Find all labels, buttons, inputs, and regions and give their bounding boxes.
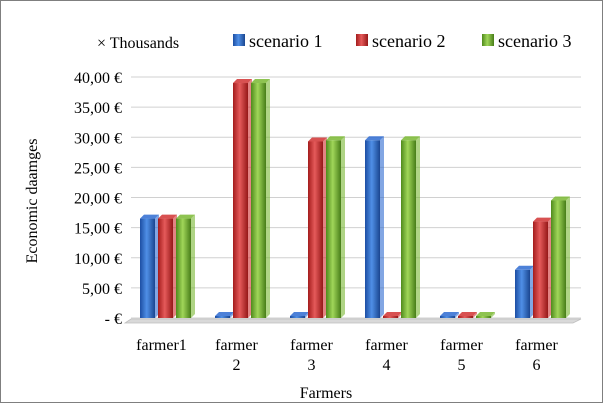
- y-tick-label: 15,00 €: [74, 221, 122, 238]
- bar-3-series-2: [308, 137, 327, 318]
- legend-swatch: [356, 34, 368, 46]
- bar-4-series-2: [383, 312, 402, 318]
- y-tick-label: 30,00 €: [74, 130, 122, 147]
- bar-5-series-2: [458, 312, 477, 318]
- legend-label: scenario 1: [249, 31, 322, 51]
- y-tick-label: 25,00 €: [74, 160, 122, 177]
- y-tick-label: 5,00 €: [82, 281, 122, 298]
- legend-swatch: [482, 34, 494, 46]
- legend-label: scenario 3: [498, 31, 571, 51]
- bar-2-series-2: [233, 79, 252, 319]
- bar-5-series-1: [440, 312, 459, 318]
- y-tick-label: 20,00 €: [74, 191, 122, 208]
- bars: [140, 79, 570, 319]
- x-tick-label: farmer 6: [515, 337, 558, 374]
- y-tick-label: 35,00 €: [74, 100, 122, 117]
- legend-item-series-3: scenario 3: [482, 31, 571, 51]
- y-tick-label: 10,00 €: [74, 251, 122, 268]
- bar-1-series-3: [176, 214, 195, 318]
- x-tick-label: farmer 5: [440, 337, 483, 374]
- x-tick-label: farmer 2: [215, 337, 258, 374]
- bar-6-series-2: [533, 217, 552, 318]
- bar-3-series-3: [326, 136, 345, 318]
- bar-4-series-1: [365, 136, 384, 318]
- legend-item-series-2: scenario 2: [356, 31, 445, 51]
- bar-1-series-2: [158, 214, 177, 318]
- legend-label: scenario 2: [372, 31, 445, 51]
- x-tick-label: farmer 4: [365, 337, 408, 374]
- bar-4-series-3: [401, 136, 420, 318]
- y-axis-label: Economic daamges: [24, 139, 41, 264]
- bar-3-series-1: [290, 312, 309, 318]
- bar-5-series-3: [476, 312, 495, 318]
- gridlines: [131, 76, 581, 319]
- legend-item-series-1: scenario 1: [233, 31, 322, 51]
- x-axis-ticks: farmer1 farmer 2 farmer 3 farmer 4 farmer 5 farme…: [136, 337, 558, 374]
- bar-6-series-1: [515, 265, 534, 318]
- bar-1-series-1: [140, 214, 159, 318]
- y-axis-ticks: - € 5,00 € 10,00 € 15,00 € 20,00 € 25,00 € 30,…: [74, 70, 122, 328]
- bar-6-series-3: [551, 196, 570, 318]
- bar-2-series-3: [251, 79, 270, 319]
- legend: scenario 1 scenario 2 scenario 3: [233, 31, 571, 51]
- x-axis-label: Farmers: [300, 385, 352, 402]
- legend-swatch: [233, 34, 245, 46]
- bar-2-series-1: [215, 312, 234, 318]
- plot-floor: [123, 318, 582, 324]
- unit-note: × Thousands: [97, 35, 179, 52]
- y-tick-label: 40,00 €: [74, 70, 122, 87]
- y-tick-label: - €: [105, 311, 122, 328]
- x-tick-label: farmer 3: [290, 337, 333, 374]
- x-tick-label: farmer1: [136, 337, 187, 354]
